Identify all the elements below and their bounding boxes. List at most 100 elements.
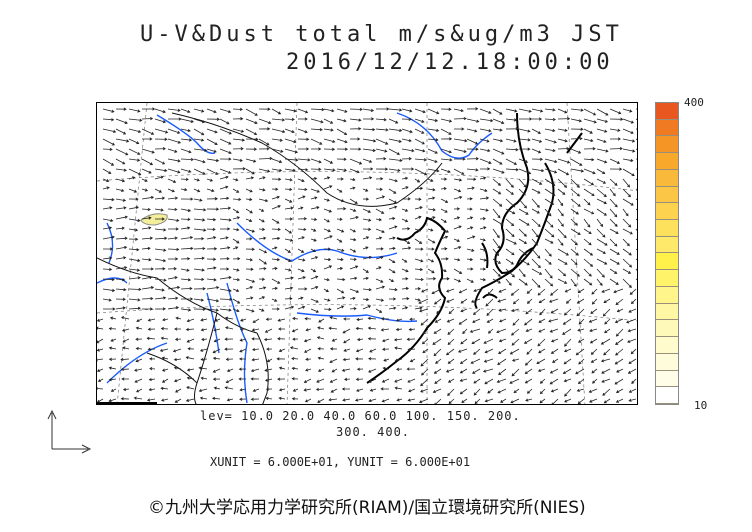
- wind-arrow: [206, 117, 220, 121]
- levels-line1: lev= 10.0 20.0 40.0 60.0 100. 150. 200.: [200, 409, 521, 423]
- wind-arrow: [120, 316, 130, 320]
- wind-arrow: [544, 258, 552, 265]
- copyright-credit: ©九州大学応用力学研究所(RIAM)/国立環境研究所(NIES): [148, 498, 586, 518]
- wind-arrow: [350, 137, 361, 141]
- wind-arrow: [173, 366, 182, 370]
- wind-arrow: [331, 368, 338, 373]
- wind-arrow: [167, 158, 181, 163]
- wind-arrow: [167, 148, 178, 153]
- wind-arrow: [297, 128, 308, 134]
- wind-arrow: [193, 277, 205, 282]
- wind-arrow: [419, 308, 429, 313]
- wind-arrow: [523, 338, 533, 344]
- wind-arrow: [355, 326, 364, 331]
- wind-arrow: [161, 378, 169, 383]
- wind-arrow: [206, 197, 218, 201]
- wind-arrow: [401, 238, 411, 244]
- wind-arrow: [601, 378, 611, 383]
- wind-arrow: [206, 308, 219, 312]
- unit-scale-text: XUNIT = 6.000E+01, YUNIT = 6.000E+01: [210, 455, 471, 469]
- wind-arrow: [440, 228, 450, 233]
- wind-arrow: [284, 286, 294, 290]
- wind-arrow: [185, 327, 195, 332]
- wind-arrow: [388, 216, 396, 221]
- wind-arrow: [414, 138, 425, 145]
- wind-arrow: [630, 348, 637, 355]
- wind-arrow: [362, 246, 369, 250]
- wind-arrow: [240, 318, 247, 322]
- wind-arrow: [245, 247, 255, 251]
- wind-arrow: [536, 358, 546, 364]
- colorbar-bin: [656, 337, 678, 354]
- wind-arrow: [277, 377, 286, 381]
- wind-arrow: [284, 258, 292, 263]
- wind-arrow: [245, 267, 254, 271]
- wind-arrow: [180, 118, 194, 123]
- wind-arrow: [570, 108, 584, 112]
- wind-arrow: [570, 218, 578, 226]
- wind-arrow: [349, 118, 362, 122]
- wind-arrow: [505, 278, 512, 286]
- wind-arrow: [336, 257, 344, 262]
- wind-arrow: [297, 287, 308, 291]
- wind-arrow: [128, 158, 141, 162]
- wind-arrow: [562, 318, 572, 325]
- wind-arrow: [167, 128, 181, 134]
- wind-arrow: [349, 208, 357, 212]
- wind-arrow: [97, 398, 104, 403]
- wind-arrow: [285, 217, 293, 221]
- wind-arrow: [108, 377, 117, 382]
- country-borders: [97, 112, 443, 404]
- wind-arrow: [305, 368, 312, 372]
- wind-arrow: [380, 328, 390, 332]
- wind-arrow: [473, 348, 481, 355]
- wind-arrow: [356, 317, 364, 322]
- wind-arrow: [115, 278, 126, 282]
- wind-arrow: [544, 128, 556, 133]
- wind-arrow: [479, 108, 492, 114]
- wind-arrow: [323, 307, 332, 311]
- wind-arrow: [453, 225, 462, 230]
- wind-arrow: [596, 118, 609, 123]
- wind-arrow: [427, 158, 438, 163]
- wind-arrow: [557, 248, 569, 256]
- wind-arrow: [206, 298, 220, 303]
- wind-arrow: [328, 398, 338, 402]
- wind-arrow: [349, 158, 363, 165]
- wind-arrow: [167, 168, 181, 174]
- wind-arrow: [381, 347, 390, 351]
- wind-arrow: [258, 138, 270, 146]
- wind-arrow: [174, 337, 182, 341]
- wind-arrow: [591, 288, 598, 295]
- wind-arrow: [635, 188, 637, 190]
- wind-arrow: [421, 368, 429, 376]
- wind-arrow: [590, 308, 598, 314]
- wind-arrow: [349, 228, 357, 233]
- wind-arrow: [238, 367, 247, 371]
- wind-arrow: [375, 208, 385, 214]
- wind-arrow: [381, 378, 390, 383]
- wind-arrow: [557, 228, 567, 239]
- colorbar-min-label: 10: [694, 399, 708, 412]
- wind-arrow: [251, 358, 260, 362]
- wind-arrow: [466, 118, 480, 123]
- wind-arrow: [447, 378, 455, 383]
- wind-arrow: [367, 326, 377, 330]
- wind-arrow: [206, 108, 217, 114]
- wind-arrow: [103, 307, 116, 311]
- wind-arrow: [462, 328, 468, 335]
- wind-arrow: [420, 378, 429, 387]
- colorbar-bin: [656, 119, 678, 137]
- wind-arrow: [591, 298, 598, 305]
- wind-arrow: [531, 248, 541, 259]
- wind-arrow: [401, 197, 411, 201]
- wind-arrow: [206, 286, 220, 290]
- wind-arrow: [447, 388, 455, 396]
- wind-arrow: [341, 387, 350, 391]
- wind-arrow: [557, 218, 564, 227]
- wind-arrow: [310, 188, 320, 193]
- wind-arrow: [297, 248, 305, 253]
- wind-arrow: [161, 398, 169, 402]
- coastlines: [97, 112, 583, 404]
- wind-arrow: [532, 117, 543, 121]
